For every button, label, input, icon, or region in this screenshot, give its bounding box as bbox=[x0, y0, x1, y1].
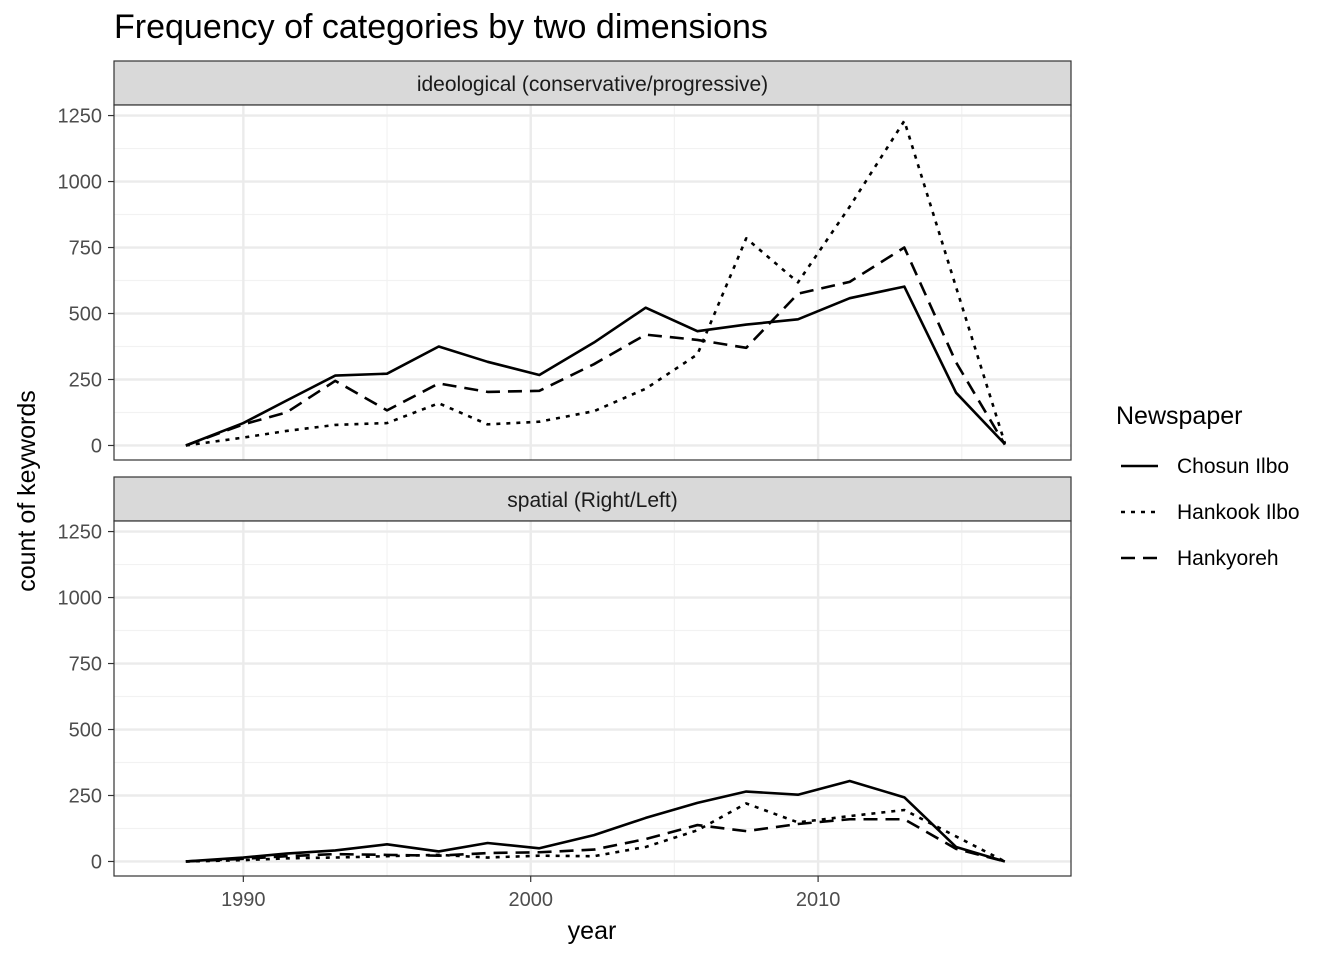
facet-panels: ideological (conservative/progressive) 0 2… bbox=[58, 60, 1072, 911]
facet-strip-label: spatial (Right/Left) bbox=[507, 489, 677, 512]
legend-label: Hankyoreh bbox=[1177, 547, 1279, 570]
x-tick-label: 2000 bbox=[508, 889, 553, 911]
y-tick-label: 250 bbox=[69, 369, 102, 391]
legend-label: Hankook Ilbo bbox=[1177, 501, 1300, 524]
y-tick-label: 750 bbox=[69, 238, 102, 260]
legend-entry: Hankyoreh bbox=[1121, 547, 1279, 570]
legend-label: Chosun Ilbo bbox=[1177, 455, 1289, 478]
legend-entry: Hankook Ilbo bbox=[1121, 501, 1300, 524]
facet-panel: spatial (Right/Left) 0 250 500 750 1000 1250 19… bbox=[58, 476, 1072, 911]
facet-strip-label: ideological (conservative/progressive) bbox=[417, 73, 768, 96]
plot-background bbox=[114, 521, 1071, 876]
facet-panel: ideological (conservative/progressive) 0 2… bbox=[58, 60, 1072, 461]
legend-title: Newspaper bbox=[1116, 402, 1242, 430]
facet-strip bbox=[113, 60, 1072, 106]
x-tick-label: 1990 bbox=[221, 889, 266, 911]
y-tick-label: 0 bbox=[91, 851, 102, 873]
series-line bbox=[185, 246, 1007, 447]
y-tick-label: 250 bbox=[69, 785, 102, 807]
series-line bbox=[185, 802, 1006, 863]
y-tick-label: 1250 bbox=[58, 106, 103, 128]
y-tick-label: 500 bbox=[69, 304, 102, 326]
y-tick-label: 500 bbox=[69, 720, 102, 742]
legend-entry: Chosun Ilbo bbox=[1121, 455, 1289, 478]
y-tick-label: 0 bbox=[91, 435, 102, 457]
y-tick-label: 750 bbox=[69, 654, 102, 676]
y-tick-label: 1000 bbox=[58, 172, 103, 194]
panel-border bbox=[113, 104, 1072, 461]
series-line bbox=[185, 285, 1006, 447]
legend-entries: Chosun Ilbo Hankook Ilbo Hankyoreh bbox=[1121, 455, 1300, 570]
series-line bbox=[185, 779, 1006, 863]
plot-background bbox=[114, 105, 1071, 460]
x-tick-label: 2010 bbox=[796, 889, 841, 911]
panel-border bbox=[113, 520, 1072, 877]
y-tick-label: 1250 bbox=[58, 522, 103, 544]
y-axis-label: count of keywords bbox=[13, 390, 41, 592]
chart-title: Frequency of categories by two dimension… bbox=[114, 8, 768, 46]
series-line bbox=[185, 817, 1006, 863]
legend: Newspaper Chosun Ilbo Hankook Ilbo Hankyor… bbox=[1116, 402, 1300, 570]
facet-strip bbox=[113, 476, 1072, 522]
x-axis-label: year bbox=[568, 917, 617, 945]
y-tick-label: 1000 bbox=[58, 588, 103, 610]
